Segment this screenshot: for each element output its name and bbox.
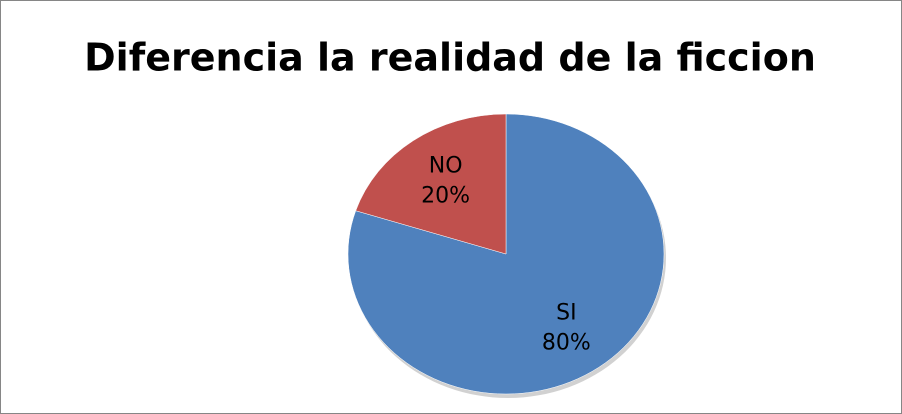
slice-value-label: 20% — [421, 183, 470, 208]
slice-category-label: SI — [556, 301, 576, 326]
slice-value-label: 80% — [542, 331, 591, 356]
pie-slice — [355, 113, 507, 255]
chart-title: Diferencia la realidad de la ficcion — [84, 36, 816, 80]
slice-category-label: NO — [429, 153, 463, 178]
